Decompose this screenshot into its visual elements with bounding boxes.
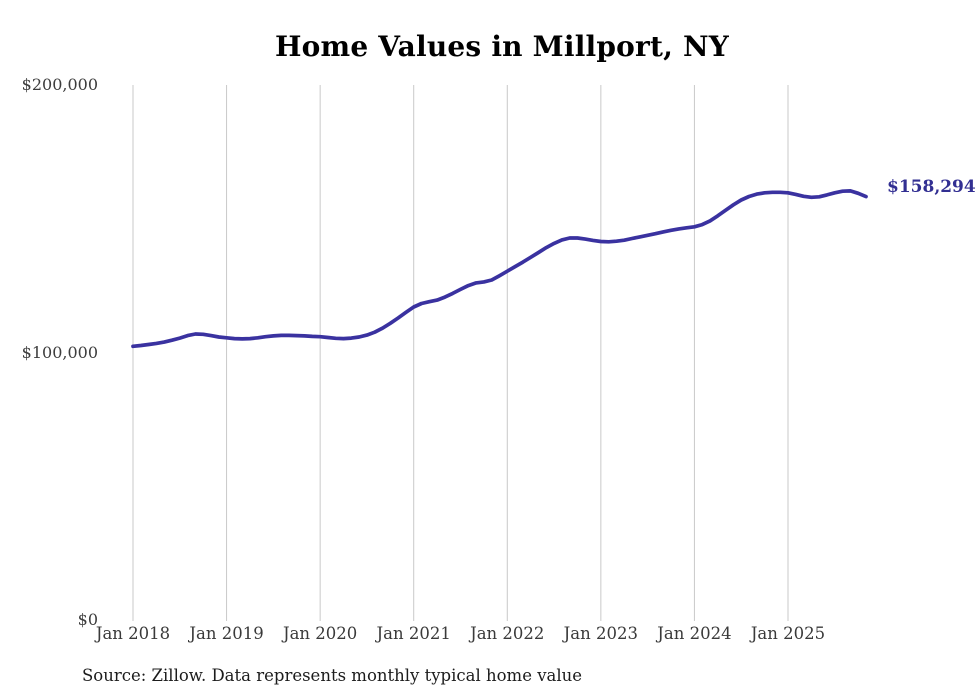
- y-axis-tick-label: $100,000: [21, 342, 98, 362]
- x-axis-tick-label: Jan 2024: [657, 624, 732, 643]
- y-axis-tick-label: $200,000: [21, 75, 98, 94]
- latest-value-label: $158,294: [887, 177, 976, 197]
- x-axis-tick-label: Jan 2021: [376, 624, 451, 643]
- x-axis-tick-label: Jan 2025: [750, 624, 826, 643]
- chart-title: Home Values in Millport, NY: [274, 30, 729, 63]
- x-axis-tick-label: Jan 2019: [189, 624, 264, 643]
- y-axis-tick-label: $0: [77, 610, 98, 629]
- x-axis-tick-label: Jan 2018: [95, 624, 171, 643]
- x-axis-tick-label: Jan 2022: [470, 624, 545, 643]
- home-value-line: [131, 189, 868, 349]
- x-axis-tick-label: Jan 2023: [563, 624, 638, 643]
- source-note: Source: Zillow. Data represents monthly …: [82, 666, 583, 685]
- x-axis-tick-label: Jan 2020: [282, 624, 358, 643]
- gridlines: [132, 85, 789, 621]
